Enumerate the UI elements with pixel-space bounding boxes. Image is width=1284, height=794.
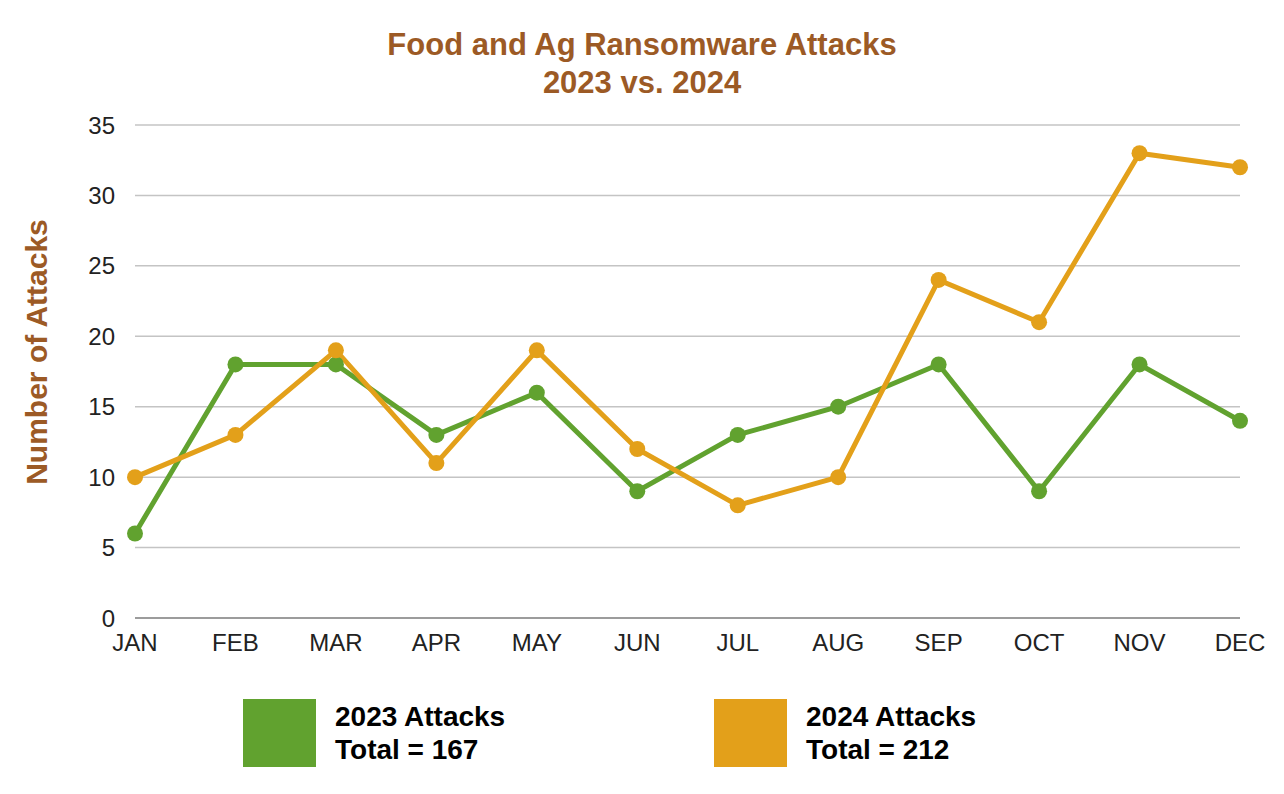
- svg-text:FEB: FEB: [212, 629, 259, 656]
- svg-text:AUG: AUG: [812, 629, 864, 656]
- svg-text:OCT: OCT: [1014, 629, 1065, 656]
- svg-text:DEC: DEC: [1215, 629, 1266, 656]
- svg-text:SEP: SEP: [915, 629, 963, 656]
- svg-text:NOV: NOV: [1114, 629, 1166, 656]
- html-text:2024 Attacks: 2024 Attacks: [806, 701, 977, 732]
- svg-text:JAN: JAN: [112, 629, 157, 656]
- svg-text:JUL: JUL: [716, 629, 759, 656]
- html-text:Number of Attacks: Number of Attacks: [20, 219, 53, 485]
- svg-text:5: 5: [102, 534, 115, 561]
- html-text:2023 Attacks: 2023 Attacks: [335, 701, 506, 732]
- svg-text:MAR: MAR: [309, 629, 362, 656]
- svg-text:10: 10: [88, 464, 115, 491]
- svg-text:15: 15: [88, 393, 115, 420]
- svg-text:0: 0: [102, 605, 115, 632]
- svg-text:25: 25: [88, 252, 115, 279]
- svg-text:35: 35: [88, 112, 115, 139]
- html-text:Food and Ag Ransomware Attacks: Food and Ag Ransomware Attacks: [387, 27, 897, 62]
- html-text:Total = 212: Total = 212: [806, 734, 950, 765]
- svg-text:APR: APR: [412, 629, 461, 656]
- html-text:Total = 167: Total = 167: [335, 734, 479, 765]
- svg-text:JUN: JUN: [614, 629, 661, 656]
- svg-text:MAY: MAY: [512, 629, 562, 656]
- html-text:2023 vs. 2024: 2023 vs. 2024: [542, 65, 742, 100]
- svg-text:30: 30: [88, 182, 115, 209]
- svg-text:20: 20: [88, 323, 115, 350]
